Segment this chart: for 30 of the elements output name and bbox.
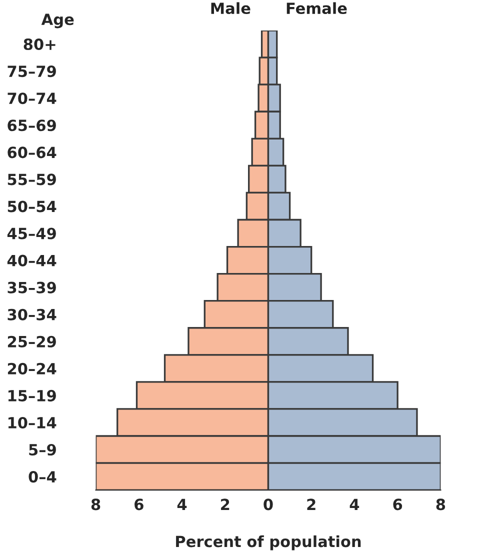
x-tick-label: 8	[436, 498, 446, 510]
x-tick-label: 4	[177, 498, 187, 510]
x-tick-label: 2	[307, 498, 316, 510]
y-tick-label: 25–29	[8, 336, 56, 348]
x-tick-label: 6	[393, 498, 402, 510]
y-tick-label: 20–24	[8, 362, 56, 374]
series-label: Male	[211, 2, 250, 14]
y-tick-label: 40–44	[7, 254, 56, 266]
y-tick-label: 70–74	[8, 92, 56, 104]
x-tick-label: 8	[91, 498, 100, 510]
y-tick-label: 35–39	[8, 282, 56, 294]
y-tick-label: 55–59	[8, 174, 56, 186]
x-tick-label: 2	[221, 498, 230, 510]
y-tick-label: 45–49	[7, 228, 56, 240]
x-tick-label: 0	[264, 498, 273, 510]
series-label: Female	[286, 2, 347, 14]
x-tick-label: 6	[134, 498, 144, 510]
y-tick-label: 10–14	[8, 416, 56, 429]
y-tick-label: 5–9	[29, 444, 56, 456]
y-tick-label: 80+	[24, 38, 56, 50]
x-tick-label: 4	[350, 498, 360, 510]
y-tick-label: 65–69	[8, 120, 56, 132]
y-axis-title: Age	[41, 14, 74, 28]
y-tick-label: 75–79	[8, 66, 56, 78]
y-tick-label: 30–34	[8, 308, 56, 320]
y-tick-label: 60–64	[8, 146, 56, 158]
y-tick-label: 50–54	[8, 200, 56, 212]
y-tick-label: 0–4	[28, 471, 56, 483]
x-axis-title: Percent of population	[176, 535, 361, 550]
y-tick-label: 15–19	[8, 390, 56, 402]
